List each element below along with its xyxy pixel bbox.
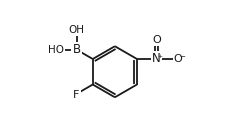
Text: +: + <box>157 54 162 59</box>
Text: F: F <box>73 90 80 100</box>
Text: O: O <box>152 35 161 45</box>
Text: B: B <box>73 43 81 56</box>
Text: N: N <box>152 52 161 66</box>
Text: OH: OH <box>69 25 85 35</box>
Text: −: − <box>179 54 185 59</box>
Text: O: O <box>174 54 183 64</box>
Text: HO: HO <box>48 45 64 55</box>
